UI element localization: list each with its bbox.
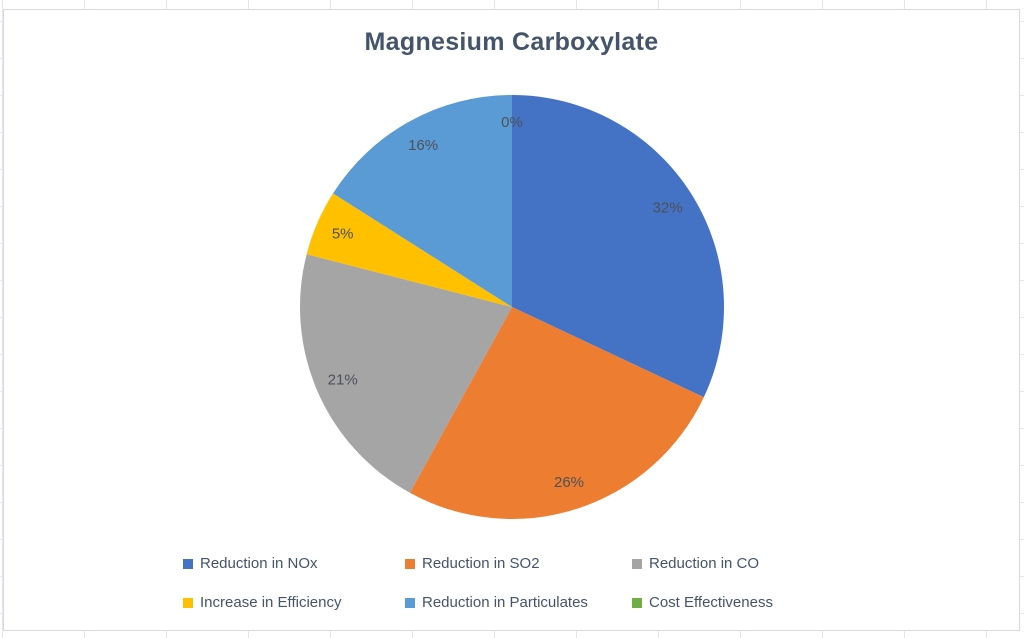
legend-label: Reduction in SO2: [422, 555, 540, 572]
legend-item-reduction-in-nox[interactable]: Reduction in NOx: [183, 555, 405, 572]
chart-object[interactable]: Magnesium Carboxylate 32% 26% 21% 5% 16% 0% R…: [3, 9, 1020, 631]
data-label-reduction-in-nox: 32%: [653, 200, 683, 217]
legend-item-increase-in-efficiency[interactable]: Increase in Efficiency: [183, 594, 405, 611]
legend-label: Reduction in Particulates: [422, 594, 588, 611]
legend-label: Cost Effectiveness: [649, 594, 773, 611]
chart-legend: Reduction in NOx Reduction in SO2 Reductio…: [183, 555, 872, 611]
legend-swatch-cost-effectiveness: [632, 597, 642, 608]
legend-swatch-reduction-in-nox: [183, 558, 193, 569]
legend-label: Increase in Efficiency: [200, 594, 342, 611]
pie-slice-reduction-in-nox[interactable]: [512, 95, 724, 398]
legend-item-reduction-in-so2[interactable]: Reduction in SO2: [405, 555, 632, 572]
legend-item-reduction-in-co[interactable]: Reduction in CO: [632, 555, 872, 572]
legend-swatch-reduction-in-co: [632, 558, 642, 569]
pie-slice-increase-in-efficiency[interactable]: [306, 193, 512, 307]
data-label-cost-effectiveness: 0%: [501, 114, 523, 131]
data-label-reduction-in-particulates: 16%: [408, 137, 438, 154]
legend-label: Reduction in NOx: [200, 555, 318, 572]
legend-label: Reduction in CO: [649, 555, 760, 572]
pie-chart: 32% 26% 21% 5% 16% 0%: [299, 95, 724, 520]
legend-swatch-reduction-in-so2: [405, 558, 415, 569]
pie-slice-reduction-in-co[interactable]: [299, 254, 512, 493]
data-label-increase-in-efficiency: 5%: [332, 225, 354, 242]
pie-slice-reduction-in-so2[interactable]: [409, 307, 704, 520]
legend-item-cost-effectiveness[interactable]: Cost Effectiveness: [632, 594, 872, 611]
data-label-reduction-in-co: 21%: [328, 372, 358, 389]
chart-title: Magnesium Carboxylate: [364, 28, 659, 56]
legend-swatch-reduction-in-particulates: [405, 597, 415, 608]
legend-swatch-increase-in-efficiency: [183, 597, 193, 608]
legend-item-reduction-in-particulates[interactable]: Reduction in Particulates: [405, 594, 632, 611]
pie-slice-reduction-in-particulates[interactable]: [333, 95, 512, 307]
data-label-reduction-in-so2: 26%: [554, 474, 584, 491]
